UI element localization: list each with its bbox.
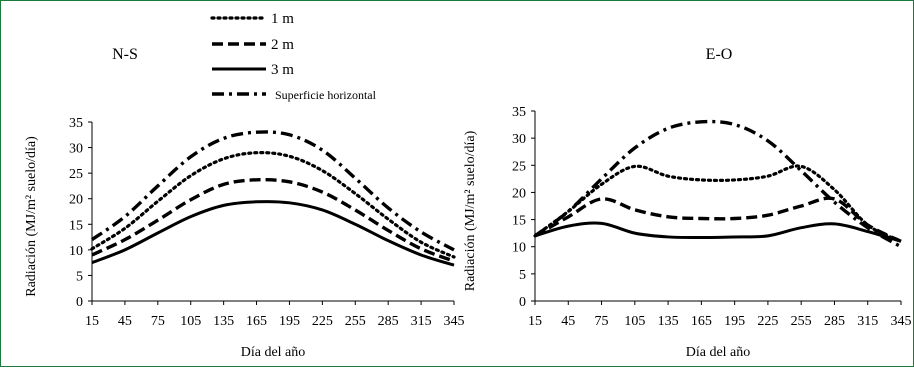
x-tick-label: 195 (279, 314, 300, 329)
x-tick-label: 285 (378, 314, 399, 329)
y-tick-label: 20 (512, 186, 526, 201)
x-tick-label: 255 (345, 314, 366, 329)
series-line-3-m (534, 221, 902, 243)
x-tick-label: 345 (891, 314, 912, 329)
y-tick-label: 15 (512, 214, 526, 229)
x-axis-label: Día del año (241, 345, 306, 360)
series-line-superficie-horizontal (533, 119, 902, 249)
x-tick-label: 345 (444, 314, 465, 329)
y-tick-label: 5 (519, 268, 526, 283)
y-axis-label: Radiación (MJ/m² suelo/día) (463, 130, 478, 291)
legend: 1 m 2 m 3 m Superficie horizontal (210, 11, 377, 102)
series-line-3-m (91, 200, 455, 267)
y-tick-label: 25 (69, 167, 83, 182)
y-tick-label: 20 (69, 193, 83, 208)
y-tick-label: 30 (69, 142, 83, 157)
series-line-2-m (91, 177, 455, 263)
legend-label-1: 1 m (271, 11, 294, 27)
y-tick-label: 0 (76, 295, 83, 310)
y-tick-label: 10 (512, 241, 526, 256)
y-tick-label: 25 (512, 159, 526, 174)
x-tick-label: 15 (85, 314, 99, 329)
x-tick-label: 225 (312, 314, 333, 329)
x-tick-label: 15 (528, 314, 542, 329)
y-tick-label: 0 (519, 295, 526, 310)
x-tick-label: 255 (791, 314, 812, 329)
chart-title: N-S (112, 46, 138, 63)
series-line-superficie-horizontal (91, 130, 455, 252)
x-tick-label: 135 (658, 314, 679, 329)
x-tick-label: 285 (824, 314, 845, 329)
x-axis-label: Día del año (686, 345, 751, 360)
x-tick-label: 45 (118, 314, 132, 329)
x-tick-label: 165 (246, 314, 267, 329)
legend-label-4: Superficie horizontal (275, 88, 377, 102)
legend-label-2: 2 m (271, 37, 294, 53)
y-tick-label: 30 (512, 132, 526, 147)
x-tick-label: 105 (624, 314, 645, 329)
chart-eo: E-O 0 5 10 15 20 25 30 35 15 45 75 105 135 165 195 225 25… (463, 46, 912, 360)
y-tick-label: 35 (69, 116, 83, 131)
x-tick-label: 135 (213, 314, 234, 329)
chart-ns: N-S 0 5 10 15 20 25 30 35 15 45 75 105 135 165 195 225 25… (24, 46, 465, 360)
y-tick-label: 10 (69, 244, 83, 259)
x-tick-label: 315 (411, 314, 432, 329)
legend-label-3: 3 m (271, 62, 294, 78)
y-tick-label: 15 (69, 218, 83, 233)
x-tick-label: 45 (561, 314, 575, 329)
y-axis-label: Radiación (MJ/m² suelo/día) (24, 136, 39, 297)
x-tick-label: 195 (724, 314, 745, 329)
y-tick-label: 35 (512, 105, 526, 120)
series-line-1-m (533, 164, 903, 243)
y-tick-label: 5 (76, 269, 83, 284)
series-line-2-m (534, 196, 902, 243)
x-tick-label: 75 (595, 314, 609, 329)
x-tick-label: 225 (757, 314, 778, 329)
series-line-1-m (90, 150, 456, 259)
x-tick-label: 315 (857, 314, 878, 329)
x-tick-label: 105 (180, 314, 201, 329)
x-tick-label: 165 (691, 314, 712, 329)
x-tick-label: 75 (151, 314, 165, 329)
chart-title: E-O (706, 46, 733, 63)
